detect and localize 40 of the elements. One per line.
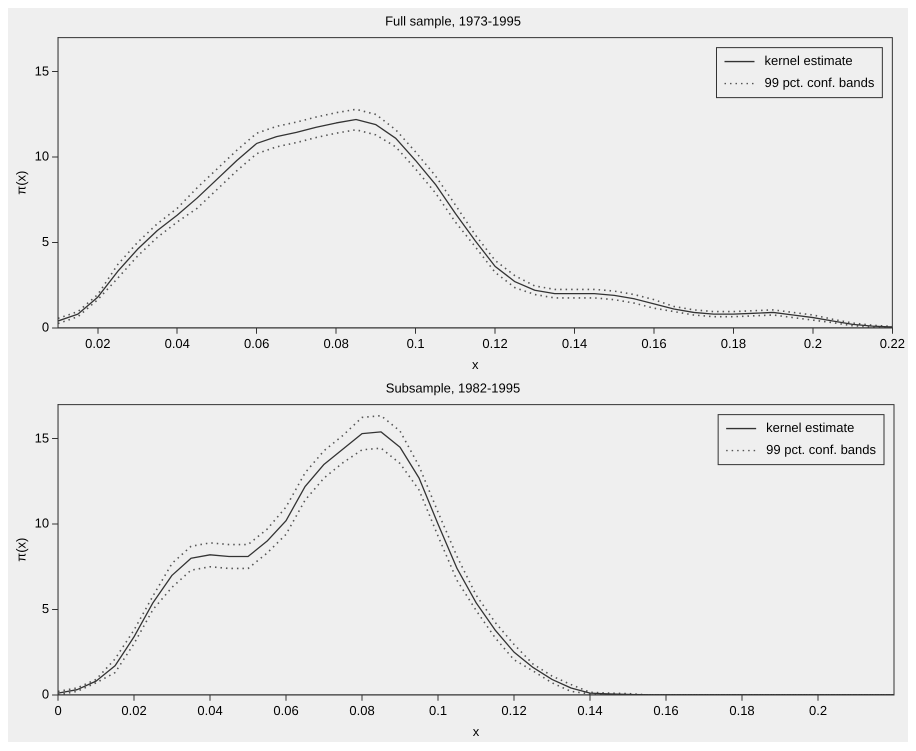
x-tick-label: 0.16 (641, 336, 667, 352)
x-tick-label: 0.14 (562, 336, 588, 352)
y-tick-label: 5 (42, 234, 50, 250)
x-tick-label: 0.04 (197, 703, 223, 718)
x-axis-title: x (472, 724, 480, 739)
x-tick-label: 0.06 (273, 703, 299, 718)
legend-label: kernel estimate (766, 420, 854, 436)
y-tick-label: 10 (34, 148, 50, 164)
x-tick-label: 0.1 (428, 703, 448, 718)
x-tick-label: 0.02 (85, 336, 110, 352)
y-axis-title: π(x) (13, 170, 28, 195)
x-tick-label: 0.2 (804, 336, 822, 352)
legend-label: kernel estimate (764, 53, 853, 68)
x-tick-label: 0.14 (577, 703, 603, 718)
y-axis-title: π(x) (13, 538, 28, 562)
x-tick-label: 0.06 (244, 336, 270, 352)
x-tick-label: 0.12 (482, 336, 508, 352)
x-tick-label: 0.12 (501, 703, 527, 718)
x-tick-label: 0.08 (324, 336, 349, 352)
x-tick-label: 0.18 (720, 336, 746, 352)
y-tick-label: 5 (42, 601, 50, 616)
x-tick-label: 0 (54, 703, 62, 718)
x-tick-label: 0.22 (880, 336, 906, 352)
y-tick-label: 0 (42, 319, 50, 334)
x-tick-label: 0.2 (808, 703, 828, 718)
x-tick-label: 0.04 (164, 336, 190, 352)
y-tick-label: 15 (34, 430, 50, 446)
x-axis-title: x (472, 356, 479, 372)
chart-title: Full sample, 1973-1995 (385, 13, 521, 28)
y-tick-label: 0 (42, 686, 50, 702)
legend-label: 99 pct. conf. bands (764, 75, 875, 90)
x-tick-label: 0.1 (406, 336, 425, 352)
y-tick-label: 10 (34, 516, 50, 531)
x-tick-label: 0.08 (349, 703, 375, 718)
x-tick-label: 0.16 (653, 703, 679, 718)
x-tick-label: 0.18 (729, 703, 755, 718)
legend-label: 99 pct. conf. bands (766, 442, 876, 458)
y-tick-label: 15 (34, 63, 50, 78)
x-tick-label: 0.02 (121, 703, 147, 718)
chart-title: Subsample, 1982-1995 (386, 380, 520, 396)
